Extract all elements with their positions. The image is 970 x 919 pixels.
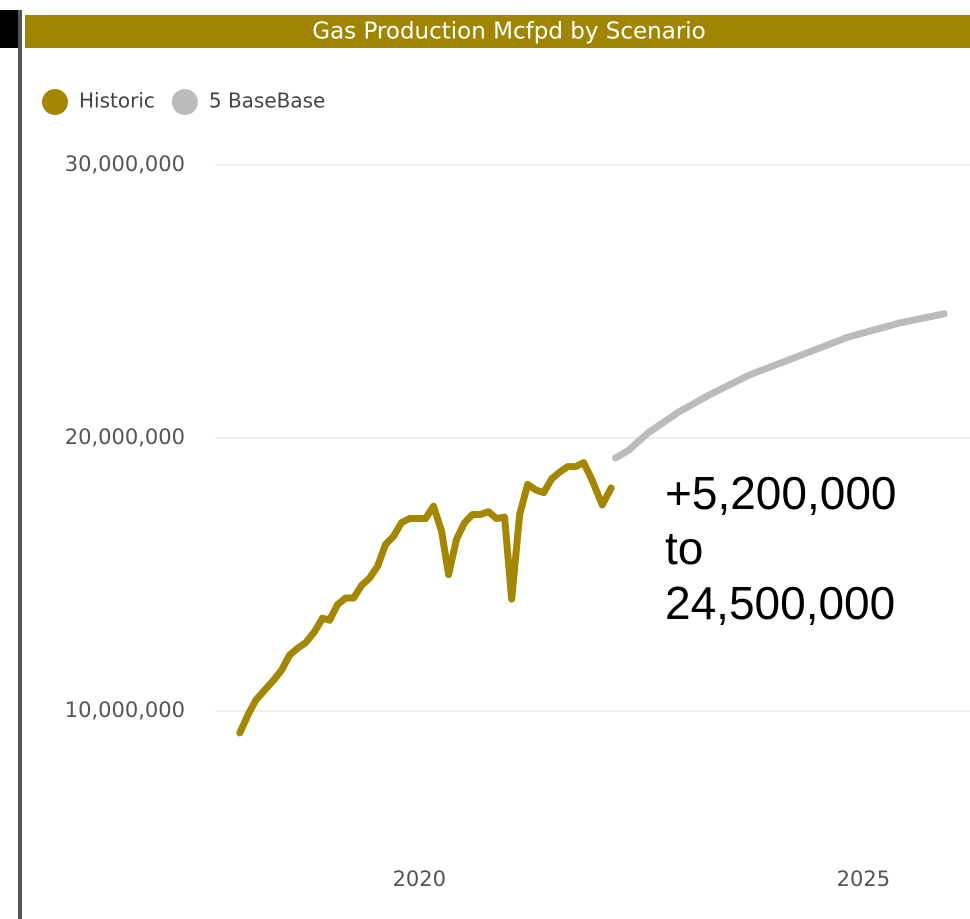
annotation: to: [665, 522, 703, 574]
chart-title: Gas Production Mcfpd by Scenario: [312, 19, 706, 45]
frame-block: [0, 10, 18, 48]
y-tick-label: 30,000,000: [65, 152, 185, 176]
title-bar: [25, 15, 970, 48]
x-tick-label: 2025: [837, 867, 890, 891]
series-line: [612, 310, 948, 462]
annotation: 24,500,000: [665, 577, 895, 629]
y-tick-label: 20,000,000: [65, 425, 185, 449]
series-line: [236, 459, 615, 737]
annotation: +5,200,000: [665, 467, 897, 519]
legend-label: 5 BaseBase: [209, 89, 325, 113]
legend-label: Historic: [79, 89, 155, 113]
legend-marker: [42, 89, 68, 115]
frame-edge: [18, 10, 22, 919]
x-tick-label: 2020: [393, 867, 446, 891]
legend-marker: [171, 89, 198, 115]
y-tick-label: 10,000,000: [65, 698, 185, 722]
